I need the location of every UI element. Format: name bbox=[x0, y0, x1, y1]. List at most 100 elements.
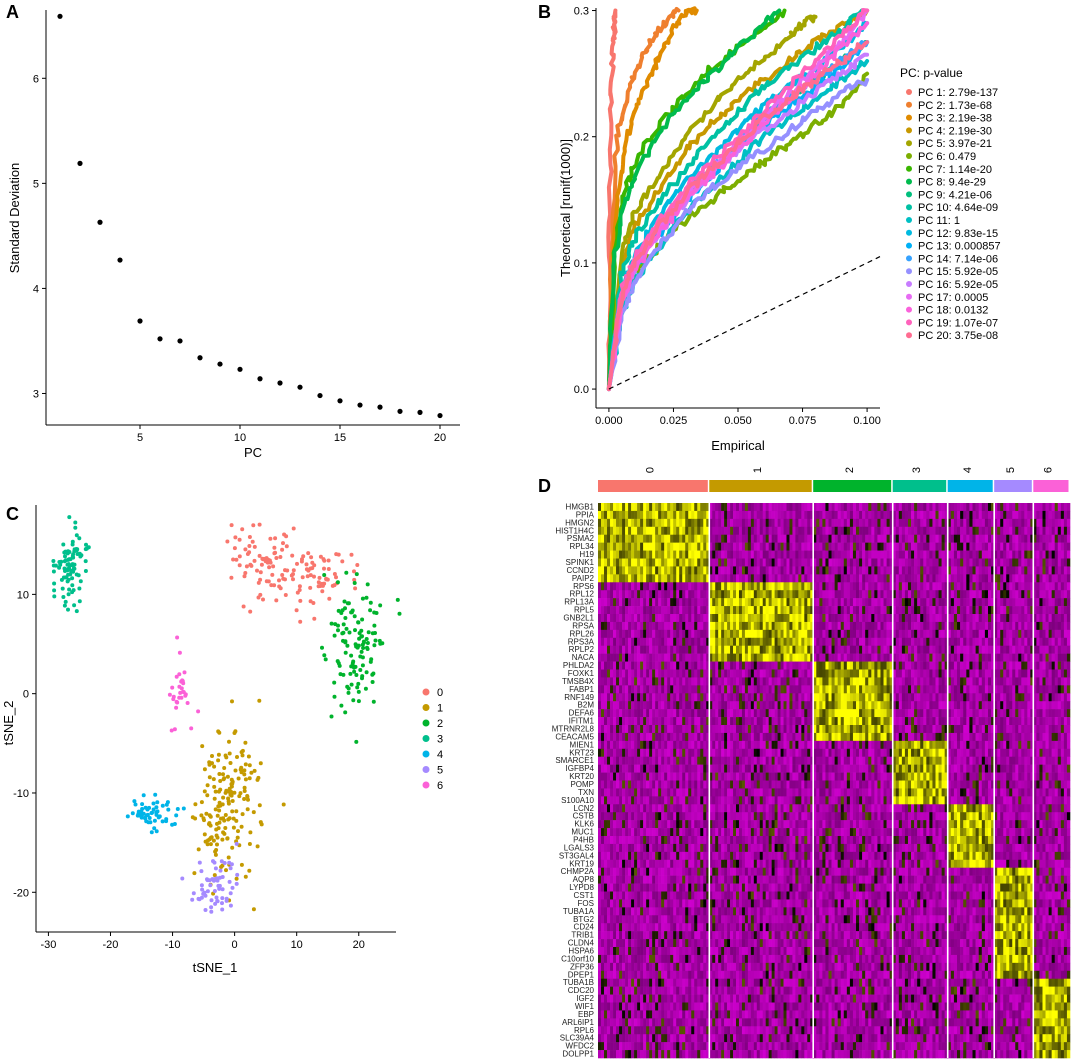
panel-d-cell-0-8-30 bbox=[688, 566, 692, 575]
panel-d-cell-0-42-28 bbox=[682, 836, 686, 845]
panel-d-cell-0-16-12 bbox=[634, 629, 638, 639]
panel-d-cell-0-16-1 bbox=[601, 629, 605, 639]
panel-d-cell-0-47-26 bbox=[676, 875, 680, 884]
panel-d-cell-0-47-9 bbox=[625, 875, 629, 884]
panel-d-cell-0-63-15 bbox=[643, 1002, 647, 1011]
panel-d-cell-0-19-29 bbox=[685, 653, 689, 662]
panel-d-cell-0-17-23 bbox=[667, 637, 671, 647]
panel-d-cell-0-59-36 bbox=[706, 970, 710, 980]
panel-d-cell-0-15-18 bbox=[652, 621, 656, 631]
panel-d-cell-0-18-5 bbox=[613, 645, 617, 654]
panel-d-cell-1-33-2 bbox=[715, 764, 719, 773]
panel-d-cell-0-23-34 bbox=[700, 685, 704, 694]
panel-d-cell-0-7-17 bbox=[649, 558, 653, 567]
panel-c-point-1-84 bbox=[242, 789, 247, 793]
panel-d-cell-0-67-22 bbox=[664, 1034, 668, 1043]
panel-d-cell-0-51-13 bbox=[637, 907, 641, 916]
panel-d-cell-0-63-32 bbox=[694, 1002, 698, 1011]
panel-d-cell-0-14-11 bbox=[631, 614, 635, 623]
panel-d-cell-0-47-0 bbox=[598, 875, 602, 884]
panel-d-cell-1-23-28 bbox=[792, 685, 796, 694]
panel-d-cell-1-10-7 bbox=[730, 582, 734, 591]
panel-d-cell-1-19-4 bbox=[721, 653, 725, 662]
panel-d-cell-0-15-29 bbox=[685, 621, 689, 631]
panel-d-cell-1-27-33 bbox=[807, 717, 811, 726]
panel-d-cell-1-28-26 bbox=[786, 725, 790, 734]
panel-c-point-0-62 bbox=[265, 559, 269, 564]
panel-d-cell-0-68-9 bbox=[625, 1042, 629, 1051]
panel-d-cell-0-2-4 bbox=[610, 518, 614, 528]
panel-d-cell-1-33-11 bbox=[741, 764, 746, 773]
panel-d-cell-0-24-31 bbox=[691, 693, 695, 702]
panel-c-point-6-11 bbox=[185, 701, 190, 705]
panel-d-cell-1-8-3 bbox=[718, 566, 722, 575]
panel-d-cell-1-2-28 bbox=[792, 518, 796, 528]
panel-d-cell-0-35-22 bbox=[664, 780, 668, 789]
panel-d-cell-0-49-36 bbox=[706, 891, 710, 900]
panel-d-cell-1-11-32 bbox=[804, 590, 808, 599]
panel-c-point-0-129 bbox=[324, 577, 329, 582]
panel-b-legend-label-18: PC 18: 0.0132 bbox=[918, 305, 988, 317]
panel-d-cell-0-25-17 bbox=[649, 701, 653, 710]
panel-d-cell-0-17-14 bbox=[640, 637, 644, 647]
panel-d-cell-1-3-25 bbox=[783, 526, 787, 536]
panel-d-cell-0-59-16 bbox=[646, 970, 650, 980]
panel-d-cell-1-28-10 bbox=[738, 725, 743, 734]
panel-d-cell-0-43-34 bbox=[700, 843, 704, 853]
panel-d-cell-0-39-15 bbox=[643, 812, 647, 821]
panel-d-cell-0-60-14 bbox=[640, 978, 644, 987]
panel-d-cell-1-37-33 bbox=[807, 796, 811, 805]
panel-d-cell-0-27-0 bbox=[598, 717, 602, 726]
panel-d-cell-0-11-29 bbox=[685, 590, 689, 599]
panel-c-point-4-51 bbox=[152, 818, 157, 823]
panel-c-point-3-42 bbox=[63, 599, 68, 604]
panel-d-cell-0-17-16 bbox=[646, 637, 650, 647]
panel-d-cell-0-24-34 bbox=[700, 693, 704, 702]
panel-d-cell-1-15-11 bbox=[741, 621, 746, 631]
panel-d-cell-0-63-9 bbox=[625, 1002, 629, 1011]
panel-d-cell-0-25-19 bbox=[655, 701, 659, 710]
panel-d-cell-0-64-3 bbox=[607, 1010, 611, 1019]
panel-d-cell-0-16-8 bbox=[622, 629, 626, 639]
panel-d-cell-0-1-25 bbox=[673, 510, 677, 520]
panel-d-cell-1-11-24 bbox=[780, 590, 784, 599]
panel-d-cell-0-36-22 bbox=[664, 788, 668, 797]
panel-c-point-5-25 bbox=[197, 860, 202, 865]
panel-d-cell-0-39-7 bbox=[619, 812, 623, 821]
panel-d-cell-1-26-8 bbox=[733, 709, 737, 718]
panel-d-cell-0-11-26 bbox=[676, 590, 680, 599]
panel-d-cell-1-12-24 bbox=[780, 598, 784, 607]
panel-c-point-2-74 bbox=[345, 601, 350, 606]
panel-d-cell-1-1-7 bbox=[730, 510, 734, 520]
panel-d-cell-1-4-11 bbox=[741, 534, 746, 543]
panel-d-cell-0-44-7 bbox=[619, 851, 623, 861]
panel-d-cell-0-37-21 bbox=[661, 796, 665, 805]
panel-c-point-1-76 bbox=[239, 765, 244, 770]
panel-d-cell-0-37-19 bbox=[655, 796, 659, 805]
panel-d-cell-1-0-29 bbox=[795, 503, 799, 512]
panel-d-cell-1-18-10 bbox=[738, 645, 743, 654]
panel-d-cell-0-3-17 bbox=[649, 526, 653, 536]
panel-d-cell-0-2-2 bbox=[604, 518, 608, 528]
panel-d-cell-0-35-9 bbox=[625, 780, 629, 789]
panel-d-cell-0-3-14 bbox=[640, 526, 644, 536]
panel-c-point-1-130 bbox=[233, 768, 238, 773]
panel-d-cluster-bar-1 bbox=[709, 480, 812, 492]
panel-d-cell-0-23-0 bbox=[598, 685, 602, 694]
panel-d-cell-1-28-32 bbox=[804, 725, 808, 734]
panel-c-point-1-29 bbox=[202, 789, 207, 794]
panel-d-cell-0-35-27 bbox=[679, 780, 683, 789]
panel-d-cell-0-32-36 bbox=[706, 756, 710, 765]
panel-d-cell-1-3-28 bbox=[792, 526, 796, 536]
panel-d-cell-0-66-33 bbox=[697, 1026, 701, 1035]
panel-d-cell-0-2-1 bbox=[601, 518, 605, 528]
panel-d-cell-0-36-30 bbox=[688, 788, 692, 797]
panel-d-cell-0-44-9 bbox=[625, 851, 629, 861]
panel-d-cell-0-49-35 bbox=[703, 891, 707, 900]
panel-d-cell-1-6-34 bbox=[810, 550, 814, 559]
panel-d-cell-0-69-32 bbox=[694, 1050, 698, 1059]
panel-d-cell-1-1-17 bbox=[759, 510, 764, 520]
panel-d-cell-0-23-5 bbox=[613, 685, 617, 694]
panel-d-cell-0-65-14 bbox=[640, 1018, 644, 1027]
panel-d-cell-0-19-24 bbox=[670, 653, 674, 662]
